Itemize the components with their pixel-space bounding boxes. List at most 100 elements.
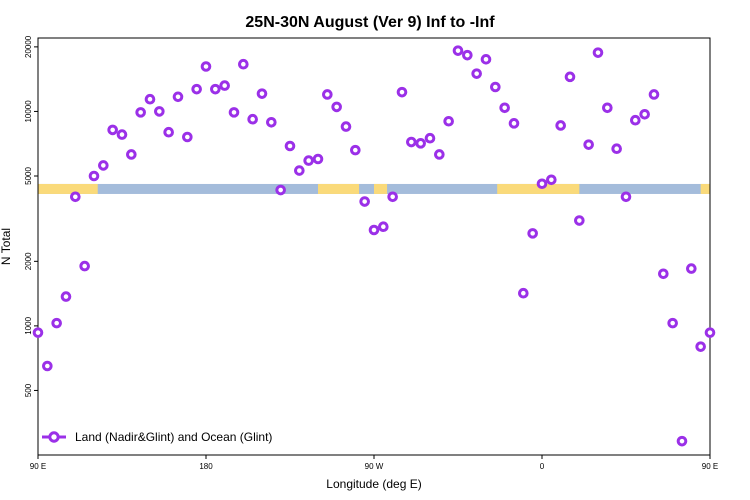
data-point xyxy=(602,102,613,114)
data-point xyxy=(564,71,576,83)
data-point xyxy=(658,268,669,280)
data-point xyxy=(648,89,660,100)
data-point xyxy=(98,160,109,171)
data-point xyxy=(620,191,632,203)
data-point xyxy=(284,140,296,152)
data-point xyxy=(424,132,436,144)
x-tick-label-4: 90 E xyxy=(702,462,718,471)
data-point xyxy=(471,68,482,79)
data-point xyxy=(144,93,156,105)
data-point xyxy=(88,170,100,182)
data-point xyxy=(686,263,697,274)
data-point xyxy=(396,86,408,98)
data-point xyxy=(583,139,594,150)
data-point xyxy=(480,54,492,65)
data-point xyxy=(228,107,240,118)
data-point xyxy=(275,184,286,196)
map-land-3 xyxy=(497,183,580,194)
data-point xyxy=(219,80,230,91)
x-tick-label-2: 90 W xyxy=(365,462,384,471)
data-point xyxy=(182,131,193,143)
data-point xyxy=(32,327,44,338)
data-point xyxy=(555,120,566,131)
data-point xyxy=(406,136,417,148)
x-axis-label: Longitude (deg E) xyxy=(326,477,421,491)
data-point xyxy=(536,178,548,190)
data-point xyxy=(359,196,370,207)
data-point xyxy=(247,113,258,125)
data-point xyxy=(387,191,398,203)
data-point xyxy=(611,143,622,155)
y-tick-label-1: 1000 xyxy=(24,316,33,334)
map-land-4 xyxy=(700,183,710,194)
x-tick-label-1: 180 xyxy=(199,462,213,471)
data-point xyxy=(303,155,314,166)
data-point xyxy=(368,224,380,236)
data-point xyxy=(676,435,688,447)
data-point xyxy=(70,191,81,203)
y-tick-label-0: 500 xyxy=(24,383,33,397)
legend-marker xyxy=(48,431,60,443)
y-axis-label: N Total xyxy=(0,228,13,265)
data-point xyxy=(340,121,352,132)
data-point xyxy=(378,221,389,233)
y-tick-label-5: 20000 xyxy=(24,35,33,58)
data-point xyxy=(443,115,454,127)
data-point xyxy=(508,118,520,129)
data-point xyxy=(135,107,146,118)
data-point xyxy=(60,291,72,302)
data-point xyxy=(415,138,426,149)
data-point xyxy=(294,165,305,176)
data-point xyxy=(499,102,510,114)
data-point xyxy=(42,360,53,372)
data-point xyxy=(322,89,333,100)
data-point xyxy=(79,260,90,272)
map-land-1 xyxy=(318,183,360,194)
data-point xyxy=(126,149,137,160)
data-point xyxy=(312,153,324,165)
data-point xyxy=(200,61,212,72)
map-strip xyxy=(38,183,710,194)
data-point xyxy=(256,88,268,99)
data-point xyxy=(51,317,62,329)
data-point xyxy=(667,317,678,329)
data-point xyxy=(630,114,641,126)
plot-frame xyxy=(37,37,711,456)
data-point xyxy=(592,47,604,58)
data-point xyxy=(191,83,202,95)
y-tick-label-2: 2000 xyxy=(24,252,33,270)
legend-label: Land (Nadir&Glint) and Ocean (Glint) xyxy=(75,430,272,444)
data-point xyxy=(116,129,128,140)
data-point xyxy=(350,144,361,156)
y-axis: 500 1000 2000 5000 10000 20000 xyxy=(24,35,38,397)
data-point xyxy=(639,108,650,120)
y-tick-label-4: 10000 xyxy=(24,100,33,123)
data-point xyxy=(490,81,501,93)
data-point xyxy=(695,341,706,352)
data-point xyxy=(238,58,249,70)
data-point xyxy=(107,124,118,136)
data-point xyxy=(154,106,165,117)
data-point xyxy=(331,101,342,113)
data-point xyxy=(574,215,585,226)
data-point xyxy=(704,327,716,338)
chart-title: 25N-30N August (Ver 9) Inf to -Inf xyxy=(245,14,495,31)
data-point xyxy=(527,228,538,239)
data-point xyxy=(434,149,445,160)
data-point xyxy=(518,287,529,299)
data-point xyxy=(172,91,184,103)
data-point xyxy=(266,116,277,128)
x-axis: 90 E 180 90 W 0 90 E xyxy=(30,455,718,471)
x-tick-label-3: 0 xyxy=(540,462,545,471)
map-land-2 xyxy=(374,183,388,194)
data-point xyxy=(462,49,473,61)
y-tick-label-3: 5000 xyxy=(24,167,33,185)
data-point xyxy=(452,45,464,56)
data-point xyxy=(163,126,174,138)
data-point xyxy=(210,83,221,95)
x-tick-label-0: 90 E xyxy=(30,462,46,471)
legend: Land (Nadir&Glint) and Ocean (Glint) xyxy=(42,430,272,444)
data-points xyxy=(32,45,716,447)
map-land-0 xyxy=(38,183,98,194)
